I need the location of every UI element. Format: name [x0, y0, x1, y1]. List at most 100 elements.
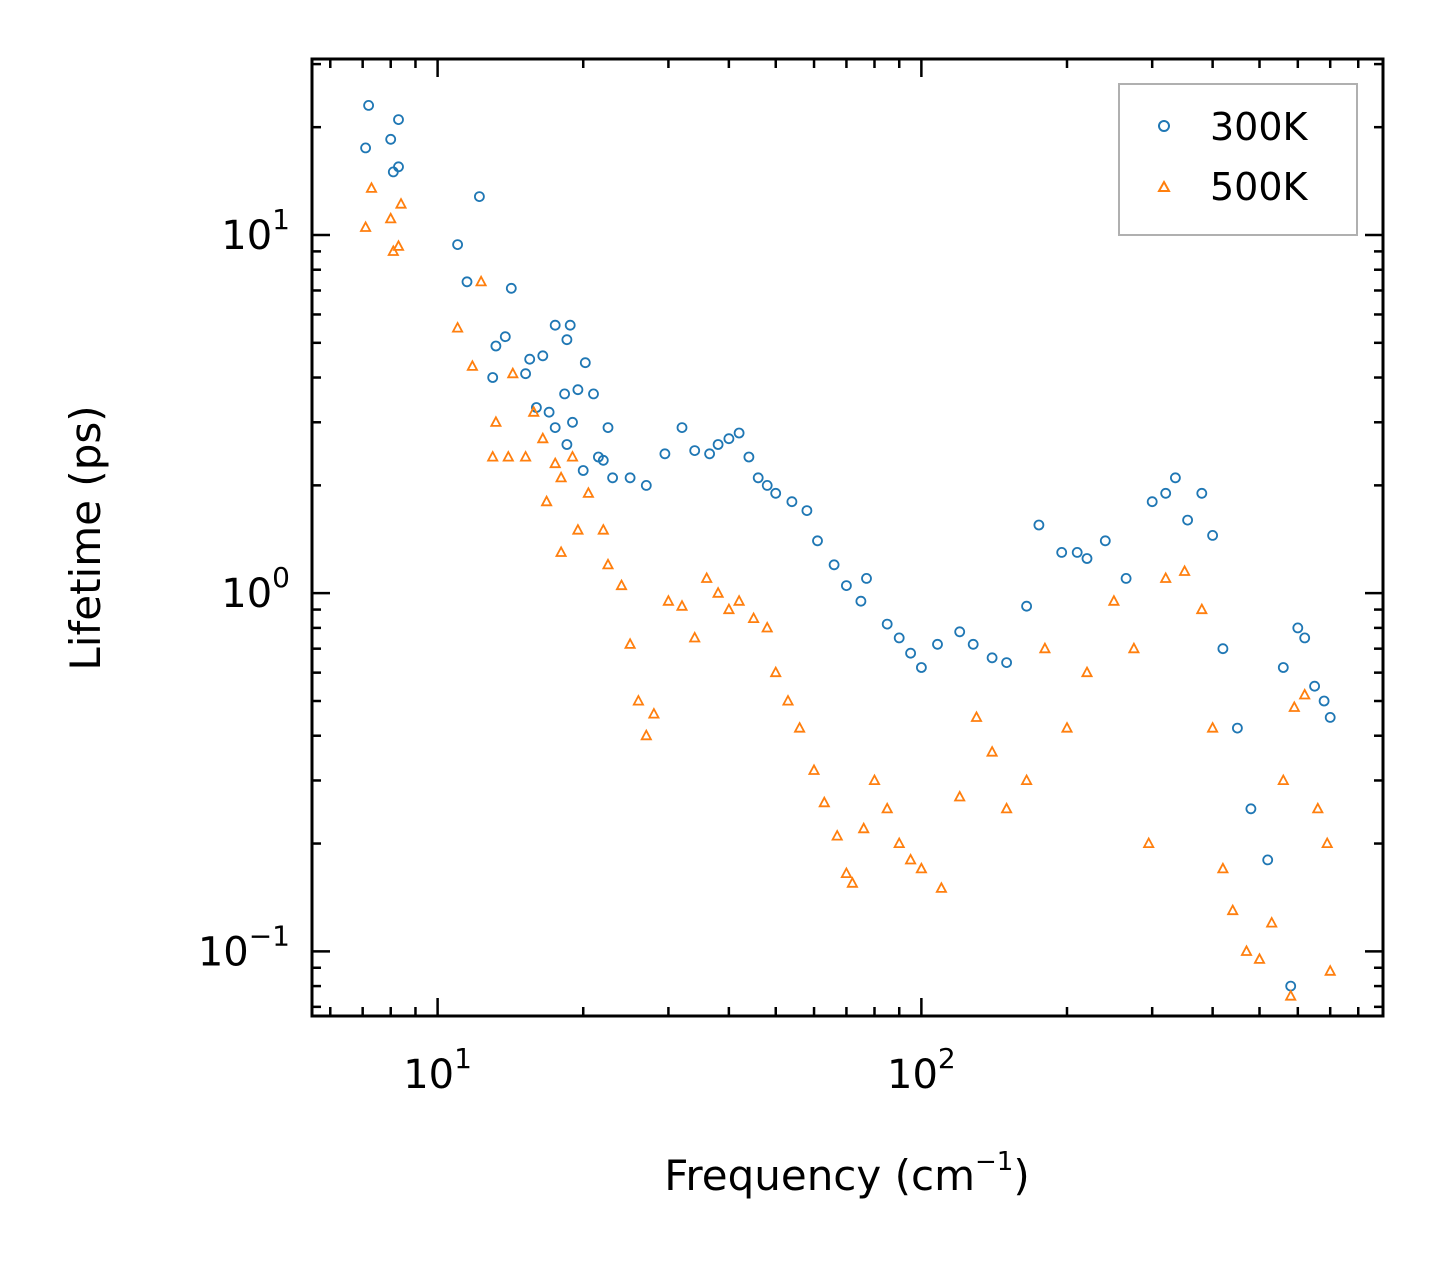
point-500k	[1178, 564, 1191, 576]
point-500k	[1284, 989, 1297, 1001]
point-500k	[846, 876, 859, 888]
y-tick-label: 101	[221, 203, 290, 259]
point-500k	[1127, 641, 1141, 654]
point-300k	[1292, 622, 1304, 634]
point-300k	[393, 161, 404, 173]
point-500k	[615, 578, 628, 591]
point-300k	[577, 465, 589, 476]
point-300k	[499, 331, 511, 343]
point-500k	[1080, 665, 1094, 678]
point-500k	[1226, 903, 1239, 916]
point-500k	[1020, 773, 1033, 785]
point-500k	[601, 557, 615, 570]
point-500k	[1142, 836, 1155, 848]
point-300k	[549, 319, 561, 331]
point-500k	[554, 545, 568, 557]
legend: 300K 500K	[1118, 83, 1358, 236]
plot-frame	[310, 57, 1385, 1018]
point-300k	[588, 388, 599, 400]
point-500k	[1206, 721, 1219, 733]
point-300k	[564, 319, 576, 331]
point-300k	[954, 626, 966, 638]
point-500k	[781, 694, 795, 706]
point-300k	[1001, 657, 1012, 668]
legend-marker-500k	[1157, 179, 1171, 192]
point-500k	[486, 450, 499, 462]
point-300k	[1033, 519, 1045, 531]
point-300k	[986, 652, 998, 664]
point-500k	[451, 321, 464, 333]
point-500k	[711, 586, 725, 598]
point-500k	[365, 181, 378, 193]
point-500k	[662, 594, 675, 606]
point-500k	[970, 710, 983, 722]
point-300k	[881, 618, 893, 630]
point-300k	[770, 487, 782, 499]
point-300k	[579, 357, 591, 369]
point-500k	[506, 366, 519, 379]
point-300k	[761, 479, 773, 491]
point-300k	[733, 427, 745, 439]
point-500k	[700, 571, 713, 583]
point-300k	[1245, 803, 1257, 815]
point-300k	[360, 142, 372, 154]
point-500k	[904, 852, 917, 865]
point-500k	[647, 707, 661, 719]
point-300k	[549, 422, 561, 434]
data-points	[359, 100, 1337, 1001]
point-300k	[752, 472, 764, 484]
point-500k	[915, 861, 928, 874]
point-300k	[1081, 553, 1093, 564]
point-300k	[572, 384, 584, 396]
point-500k	[769, 665, 782, 678]
point-300k	[676, 422, 688, 434]
point-300k	[1217, 643, 1229, 655]
point-500k	[1253, 952, 1266, 964]
point-500k	[893, 836, 906, 848]
point-300k	[505, 282, 517, 294]
point-500k	[623, 637, 637, 649]
y-axis-label: Lifetime (ps)	[61, 405, 110, 670]
point-500k	[935, 881, 948, 893]
point-500k	[722, 602, 736, 615]
point-500k	[566, 450, 579, 462]
point-500k	[474, 274, 488, 287]
point-300k	[559, 388, 570, 400]
point-300k	[801, 505, 813, 517]
point-500k	[1277, 773, 1290, 785]
point-500k	[582, 486, 595, 498]
point-500k	[384, 211, 397, 224]
point-500k	[1195, 602, 1208, 615]
point-500k	[632, 694, 645, 706]
point-300k	[1324, 712, 1336, 723]
point-300k	[543, 406, 555, 418]
point-500k	[1038, 641, 1052, 654]
point-300k	[855, 595, 867, 607]
point-500k	[747, 611, 760, 623]
point-300k	[1232, 722, 1243, 734]
point-300k	[723, 433, 735, 445]
point-300k	[520, 368, 531, 380]
point-300k	[490, 340, 502, 352]
point-300k	[786, 496, 798, 508]
point-300k	[1071, 547, 1083, 558]
point-300k	[524, 353, 536, 365]
point-300k	[385, 133, 397, 145]
point-500k	[554, 470, 568, 483]
point-300k	[828, 559, 840, 571]
point-500k	[688, 630, 701, 643]
point-500k	[519, 450, 532, 462]
point-500k	[1265, 916, 1278, 928]
point-300k	[1262, 854, 1274, 866]
point-300k	[812, 535, 823, 547]
point-300k	[916, 662, 927, 673]
point-500k	[881, 801, 894, 814]
point-300k	[841, 580, 852, 591]
point-500k	[868, 773, 881, 785]
x-axis-label: Frequency (cm−1)	[664, 1147, 1029, 1200]
point-500k	[1000, 801, 1013, 814]
point-500k	[1321, 836, 1334, 848]
point-500k	[502, 450, 515, 462]
point-500k	[793, 721, 806, 733]
